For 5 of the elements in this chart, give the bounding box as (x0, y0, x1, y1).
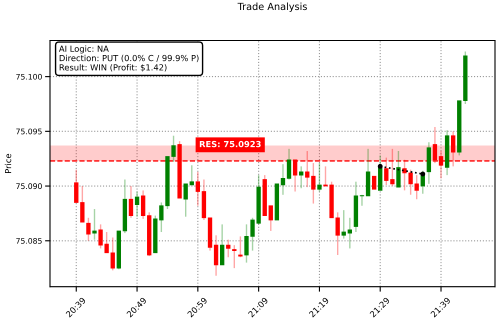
candlestick (372, 176, 376, 190)
annotation: AI Logic: NA Direction: PUT (0.0% C / 99.9% P) Result: WIN (Profit: $1.42) (58, 45, 199, 72)
y-axis-title: Price (4, 154, 12, 173)
chart-title: Trade Analysis (238, 2, 307, 12)
ref-line-label: RES: 75.0923 (200, 140, 261, 148)
